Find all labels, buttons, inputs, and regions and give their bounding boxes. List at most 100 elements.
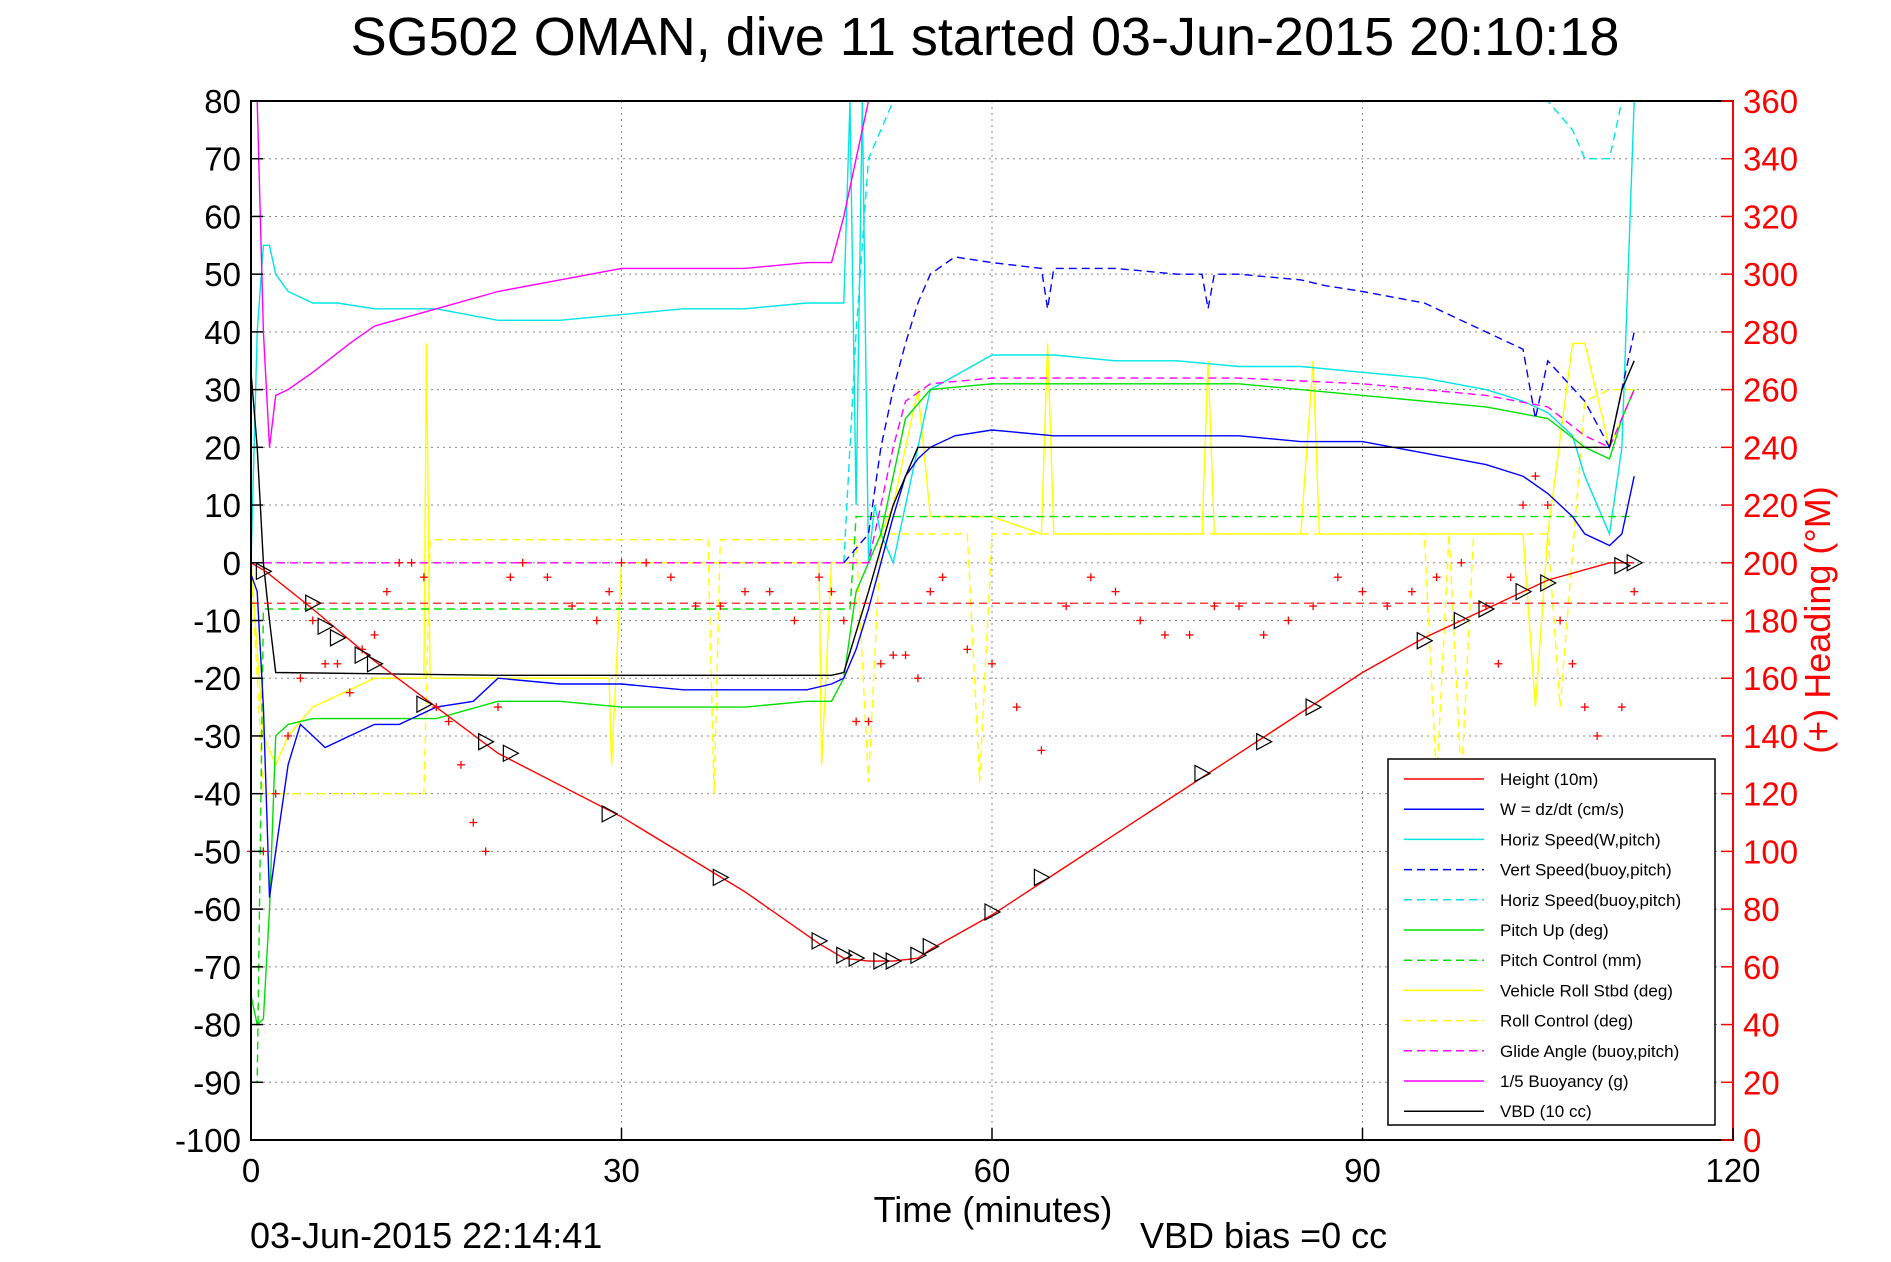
depth-marker (873, 952, 891, 971)
depth-marker (1614, 556, 1632, 575)
y-right-tick-label: 240 (1743, 429, 1798, 466)
heading-point (419, 573, 428, 582)
depth-marker (255, 562, 273, 581)
heading-point (432, 703, 441, 712)
depth-marker (1033, 868, 1051, 887)
depth-marker (848, 949, 866, 968)
heading-point (839, 616, 848, 625)
heading-point (1358, 587, 1367, 596)
heading-point (1037, 746, 1046, 755)
series-line (250, 342, 1635, 767)
heading-point (1111, 587, 1120, 596)
x-tick-label: 120 (1705, 1152, 1760, 1189)
heading-point (716, 602, 725, 611)
series-line (843, 100, 1635, 563)
y-right-tick-label: 20 (1743, 1064, 1780, 1101)
y-right-tick-label: 300 (1743, 256, 1798, 293)
heading-point (1556, 616, 1565, 625)
y-right-tick-label: 40 (1743, 1007, 1780, 1044)
heading-point (271, 789, 280, 798)
depth-marker (317, 617, 335, 636)
right-axis-ticks: 3603403203002802602402202001801601401201… (1721, 83, 1798, 1159)
legend: Height (10m) W = dz/dt (cm/s) Horiz Speed(… (1387, 758, 1716, 1126)
depth-marker (478, 732, 495, 751)
y-tick-label: -80 (193, 1007, 241, 1044)
heading-point (1568, 659, 1577, 668)
heading-point (321, 659, 330, 668)
heading-point (1617, 703, 1626, 712)
series-line (250, 562, 1635, 962)
heading-point (518, 558, 527, 567)
heading-point (988, 659, 996, 668)
legend-label: Vehicle Roll Stbd (deg) (1500, 981, 1673, 1000)
depth-marker (305, 594, 323, 613)
legend-label: 1/5 Buoyancy (g) (1500, 1072, 1629, 1091)
y-right-tick-label: 260 (1743, 372, 1798, 409)
series-layer (250, 100, 1733, 1084)
depth-marker (1453, 611, 1471, 630)
depth-marker (366, 654, 384, 673)
legend-label: Horiz Speed(W,pitch) (1500, 830, 1661, 849)
y-right-tick-label: 220 (1743, 487, 1798, 524)
y-tick-label: 20 (204, 429, 241, 466)
heading-point (741, 587, 749, 596)
depth-marker (329, 628, 347, 647)
heading-point (1185, 630, 1194, 639)
series-line (251, 377, 1635, 564)
depth-marker (1478, 599, 1496, 618)
heading-point (494, 703, 502, 712)
y-right-tick-label: 80 (1743, 891, 1780, 928)
y-right-tick-label: 120 (1743, 776, 1798, 813)
series-line (251, 515, 1635, 1084)
heading-point (666, 573, 675, 582)
heading-point (926, 587, 935, 596)
y-right-tick-label: 140 (1743, 718, 1798, 755)
heading-point (691, 602, 700, 611)
x-axis-label: Time (minutes) (874, 1189, 1113, 1230)
heading-point (1457, 558, 1466, 567)
right-axis-label: (+) Heading (°M) (1797, 486, 1838, 753)
heading-point (1136, 616, 1145, 625)
depth-marker (416, 695, 434, 714)
heading-point (481, 847, 490, 856)
heading-point (1333, 573, 1342, 582)
depth-marker (1194, 764, 1212, 783)
y-tick-label: 70 (204, 141, 241, 178)
depth-marker (502, 744, 520, 763)
heading-points (247, 472, 1639, 856)
footer-vbd-bias: VBD bias =0 cc (1140, 1215, 1387, 1256)
triangle-markers (255, 553, 1644, 971)
heading-point (827, 587, 836, 596)
heading-point (469, 818, 478, 827)
heading-point (1519, 501, 1528, 510)
depth-marker (1515, 582, 1533, 601)
y-right-tick-label: 200 (1743, 545, 1798, 582)
y-tick-label: -40 (193, 776, 241, 813)
y-right-tick-label: 60 (1743, 949, 1780, 986)
legend-label: Horiz Speed(buoy,pitch) (1500, 891, 1681, 910)
legend-label: Roll Control (deg) (1500, 1012, 1633, 1031)
y-right-tick-label: 360 (1743, 83, 1798, 120)
y-tick-label: -90 (193, 1064, 241, 1101)
heading-point (382, 587, 391, 596)
heading-point (1012, 703, 1021, 712)
heading-point (1580, 703, 1589, 712)
depth-marker (1256, 732, 1273, 751)
heading-point (333, 659, 342, 668)
y-tick-label: 40 (204, 314, 241, 351)
y-tick-label: -60 (193, 891, 241, 928)
depth-marker (601, 804, 619, 823)
chart-title: SG502 OMAN, dive 11 started 03-Jun-2015 … (351, 7, 1620, 67)
footer-timestamp: 03-Jun-2015 22:14:41 (250, 1215, 602, 1256)
y-right-tick-label: 280 (1743, 314, 1798, 351)
depth-marker (984, 902, 1002, 921)
heading-point (876, 659, 885, 668)
heading-point (444, 717, 453, 726)
heading-point (592, 616, 601, 625)
y-tick-label: 50 (204, 256, 241, 293)
legend-label: Pitch Up (deg) (1500, 921, 1609, 940)
heading-point (1210, 602, 1219, 611)
depth-marker (354, 646, 372, 665)
heading-point (284, 731, 293, 740)
